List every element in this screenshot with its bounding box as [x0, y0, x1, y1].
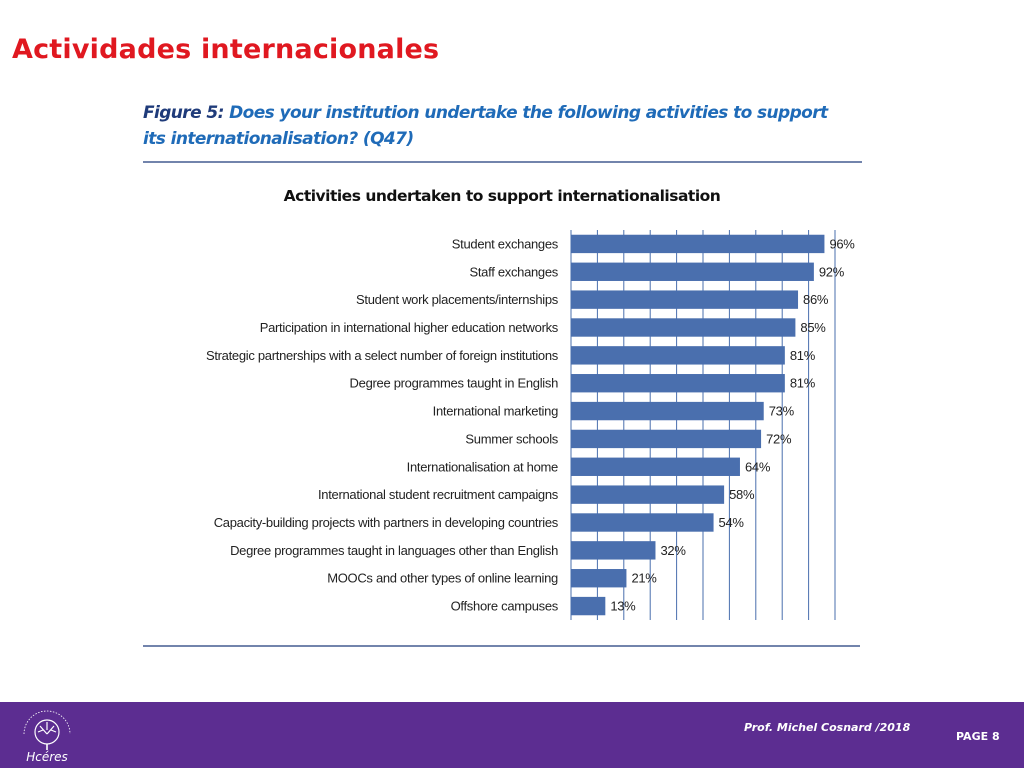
value-label: 58% — [729, 487, 755, 502]
category-label: Degree programmes taught in English — [350, 376, 559, 391]
value-label: 81% — [790, 376, 816, 391]
bar — [571, 318, 796, 337]
category-label: International marketing — [433, 404, 558, 419]
bar — [571, 569, 627, 588]
chart-value-labels: 96% 92% 86% 85% 81% 81% 73% 72% 64% 58% 54% 32%21% 1… — [610, 236, 855, 613]
bar — [571, 234, 825, 254]
value-label: 13% — [610, 599, 636, 614]
figure-question: Does your institution undertake the foll… — [143, 103, 828, 149]
bar — [571, 401, 764, 421]
bar — [571, 485, 725, 504]
figure-label: Figure 5: — [143, 103, 224, 123]
category-label: Strategic partnerships with a select num… — [206, 348, 559, 363]
value-label: 64% — [745, 459, 771, 474]
chart-category-labels: Student exchanges Staff exchanges Student … — [206, 236, 559, 613]
value-label: 72% — [766, 431, 792, 446]
footer-author: Prof. Michel Cosnard /2018 — [744, 721, 911, 734]
svg-text:Hcéres: Hcéres — [26, 750, 68, 764]
bar — [571, 513, 714, 532]
chart-bars — [571, 234, 825, 616]
value-label: 81% — [790, 348, 816, 363]
bar — [571, 374, 785, 393]
category-label: Internationalisation at home — [407, 459, 558, 474]
value-label: 85% — [800, 320, 826, 335]
category-label: Degree programmes taught in languages ot… — [230, 543, 558, 558]
bar — [571, 429, 762, 449]
category-label: Offshore campuses — [451, 599, 559, 614]
bar — [571, 262, 814, 281]
value-label: 86% — [803, 292, 829, 307]
category-label: Staff exchanges — [470, 264, 559, 279]
chart-grid — [570, 230, 836, 620]
hceres-tree-logo-icon: Hcéres — [23, 710, 71, 764]
value-label: 21% — [631, 571, 657, 586]
value-label: 96% — [829, 236, 855, 251]
slide-title: Actividades internacionales — [12, 34, 440, 65]
chart-title: Activities undertaken to support interna… — [284, 187, 721, 205]
category-label: MOOCs and other types of online learning — [327, 571, 558, 586]
footer-bar: Hcéres Prof. Michel Cosnard /2018 PAGE 8 — [0, 702, 1024, 768]
value-label: 92% — [819, 264, 845, 279]
value-label: 32% — [660, 543, 686, 558]
category-label: Student work placements/internships — [356, 292, 559, 307]
category-label: Summer schools — [465, 431, 558, 446]
bar — [571, 596, 606, 616]
bar — [571, 346, 785, 365]
category-label: Capacity-building projects with partners… — [214, 515, 559, 530]
value-label: 54% — [719, 515, 745, 530]
figure-caption: Figure 5: Does your institution undertak… — [143, 100, 843, 152]
bar — [571, 290, 799, 309]
bar — [571, 541, 656, 560]
bar-chart: Activities undertaken to support interna… — [143, 161, 862, 647]
bar — [571, 457, 740, 476]
value-label: 73% — [769, 404, 795, 419]
page-number: PAGE 8 — [956, 730, 1000, 743]
category-label: Participation in international higher ed… — [260, 320, 559, 335]
category-label: Student exchanges — [452, 236, 559, 251]
category-label: International student recruitment campai… — [318, 487, 559, 502]
